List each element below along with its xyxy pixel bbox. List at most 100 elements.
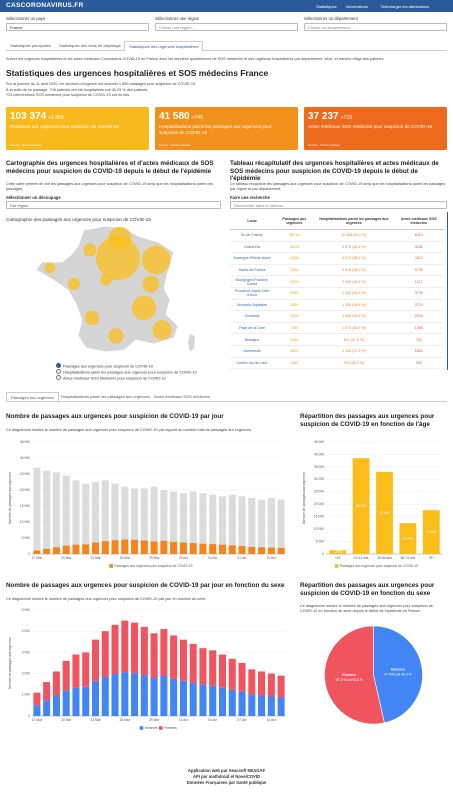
table-cell: 2940 [393, 310, 444, 323]
x-tick-label: 29 Mar [149, 718, 160, 722]
legend-label: Hommes [145, 726, 159, 730]
table-cell: 1 126 (37.3 %) [314, 345, 394, 358]
bar [62, 475, 70, 554]
tab-line [6, 401, 447, 402]
chart-subtitle: Ce diagramme montre le nombre de passage… [6, 597, 207, 601]
bar [267, 547, 275, 554]
bar [277, 547, 285, 554]
bar [140, 488, 148, 554]
bar [111, 540, 119, 554]
tab[interactable]: Statistiques des tests de dépistage [59, 43, 121, 48]
table-row: Provence-Alpes-Côte d'Azur 6980 2 433 (34.… [230, 287, 444, 300]
tab[interactable]: Statistiques des urgences hospitalières [124, 41, 204, 52]
bar-segment [189, 643, 197, 683]
x-tick-label: 10 Avr [267, 718, 277, 722]
table-cell: Île-de-France [230, 229, 275, 242]
table-header-cell: Actes médicaux SOS médecins [393, 212, 444, 230]
nav-item[interactable]: Télécharger les attestations [380, 3, 430, 9]
radio-option[interactable]: Actes médicaux SOS Médecins pour suspici… [56, 375, 166, 382]
filter-select[interactable]: France [6, 23, 149, 31]
page-title: Statistiques des urgences hospitalières … [6, 68, 269, 78]
filter-select[interactable]: Choisir un département... [304, 23, 447, 31]
table-row: Pays de la Loire 2760 1 074 (38.9 %) 1268 [230, 322, 444, 335]
radio-dot[interactable] [56, 369, 61, 374]
section-title: Tableau récapitulatif des urgences hospi… [230, 160, 439, 182]
table-cell: Centre-Val de Loire [230, 357, 275, 370]
bar-segment [170, 678, 178, 716]
map-bubble [131, 295, 157, 321]
bar [179, 542, 187, 554]
pie-slice [324, 625, 385, 725]
tab[interactable]: Hospitalisations parmi les passages aux … [61, 394, 150, 399]
table-cell: Hauts-de-France [230, 264, 275, 277]
filter-select[interactable]: Choisir une région... [155, 23, 298, 31]
table-row: Centre-Val de Loire 2450 903 (36.9 %) 906 [230, 357, 444, 370]
bar [131, 539, 139, 554]
stat-card: 41 580 +749 Hospitalisations parmi les pa… [155, 107, 298, 150]
bar [111, 483, 119, 554]
x-tick-label: 75+ [429, 556, 435, 560]
radio-dot[interactable] [56, 363, 61, 368]
radio-dot[interactable] [56, 375, 61, 380]
navbar: CASCORONAVIRUS.FR Statistiques Informati… [0, 0, 453, 12]
bar [160, 490, 168, 554]
bar [228, 545, 236, 554]
table-row: Île-de-France 35716 11 444 (32.0 %) 8410 [230, 229, 444, 242]
radio-label: Hospitalisations parmi les passages aux … [63, 370, 197, 375]
bar-segment [248, 694, 256, 716]
nav-item[interactable]: Informations [346, 3, 369, 9]
table-header: Lieux Passages aux urgences Hospitalisatio… [230, 212, 444, 230]
nav-item[interactable]: Statistiques [316, 3, 337, 9]
section-title: Cartographie des urgences hospitalières … [6, 160, 214, 175]
y-tick-label: 10 000 [20, 520, 30, 524]
x-tick-label: 23 Mar [90, 556, 101, 560]
radio-option[interactable]: Passages aux urgences pour suspicion de … [56, 363, 153, 370]
map [35, 225, 195, 353]
table-cell: 4286 [393, 241, 444, 254]
y-axis-label: Nombre de passages aux urgences [8, 637, 12, 689]
y-tick-label: 0 [28, 714, 30, 718]
bar-segment [170, 635, 178, 679]
bar-segment [199, 684, 207, 716]
bar-segment [82, 686, 90, 716]
bar [248, 546, 256, 554]
table-cell: 1 074 (38.9 %) [314, 322, 394, 335]
radio-option[interactable]: Hospitalisations parmi les passages aux … [56, 369, 197, 376]
y-tick-label: 5 000 [316, 539, 324, 543]
bar [121, 539, 129, 554]
radio-label: Actes médicaux SOS Médecins pour suspici… [63, 376, 166, 381]
table-cell: 3 518 (38.0 %) [314, 264, 394, 277]
bar [199, 543, 207, 554]
tab[interactable]: Statistiques principales [10, 43, 51, 48]
brand[interactable]: CASCORONAVIRUS.FR [6, 2, 84, 9]
table-cell: 906 [393, 357, 444, 370]
x-tick-label: 29 Mar [149, 556, 160, 560]
table-cell: Pays de la Loire [230, 322, 275, 335]
legend-label: Femmes [164, 726, 177, 730]
y-tick-label: 10 000 [314, 527, 324, 531]
map-bubble [141, 245, 171, 275]
corsica-shape [188, 334, 195, 352]
tab[interactable]: Passages aux urgences [6, 392, 59, 403]
bar [52, 472, 60, 554]
bar [170, 541, 178, 554]
select[interactable]: Par région [6, 201, 221, 209]
stat-card: 37 237 +723 Actes médicaux SOS médecins p… [304, 107, 447, 150]
search-input[interactable]: Rechercher dans le tableau... [230, 201, 447, 209]
bar-value-label: 17 600 [426, 530, 436, 534]
bar-segment [121, 620, 129, 673]
bar-segment [140, 626, 148, 676]
bar [101, 541, 109, 554]
map-bubble [100, 274, 112, 286]
bar-segment [62, 690, 70, 716]
card-number: 103 374 +1 859 [10, 111, 64, 122]
chart-subtitle: Ce diagramme montre le nombre de passage… [6, 428, 253, 432]
y-tick-label: 35 000 [20, 440, 30, 444]
bar [91, 542, 100, 554]
card-value: 41 580 [159, 111, 190, 122]
y-tick-label: 20 000 [314, 502, 324, 506]
tab[interactable]: Actes médicaux SOS médecins [154, 394, 211, 399]
bar-segment [131, 673, 139, 716]
table-cell: Grand Est [230, 241, 275, 254]
card-delta: +723 [340, 115, 352, 121]
